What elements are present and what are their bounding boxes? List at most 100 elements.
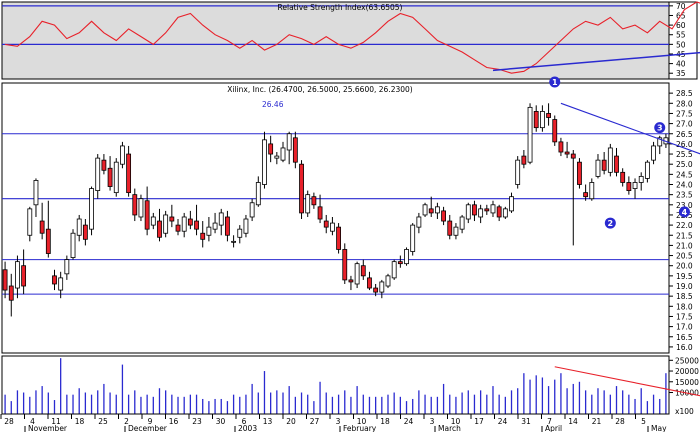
candle-body — [212, 222, 218, 230]
candle-body — [533, 111, 539, 129]
candle — [101, 154, 107, 175]
candle — [367, 271, 372, 291]
date-tick-label: 20 — [286, 417, 296, 426]
candle — [416, 212, 422, 234]
candle — [212, 212, 218, 234]
candle-body — [323, 220, 329, 228]
candle-body — [120, 145, 125, 165]
candle-body — [385, 275, 391, 287]
candle — [644, 160, 650, 183]
candle-body — [546, 113, 551, 118]
candle-body — [502, 208, 508, 218]
month-label: November — [28, 424, 68, 432]
candle-body — [225, 216, 230, 236]
date-tick-label: 3 — [430, 417, 435, 426]
candle — [583, 184, 589, 201]
candle-body — [181, 216, 187, 232]
price-panel — [1, 82, 670, 354]
candle-body — [144, 200, 150, 230]
candle — [15, 255, 20, 299]
candle-body — [187, 218, 193, 226]
candle — [577, 158, 582, 189]
candle-body — [583, 192, 589, 198]
candle-body — [305, 194, 311, 214]
candle — [132, 188, 138, 222]
candle — [360, 259, 366, 280]
date-tick-label: 28 — [4, 417, 14, 426]
candle — [447, 214, 453, 240]
date-tick-label: 10 — [357, 417, 367, 426]
price-tick-label: 26.5 — [676, 130, 693, 139]
candle-body — [472, 204, 477, 216]
candle-body — [243, 218, 249, 234]
candle — [564, 141, 570, 159]
candle-body — [397, 261, 403, 265]
price-tick-label: 16.5 — [676, 333, 693, 342]
candle — [305, 190, 311, 217]
candle — [237, 225, 243, 244]
candle-body — [484, 208, 490, 212]
price-tick-label: 26.0 — [676, 140, 693, 149]
candle-body — [268, 143, 274, 155]
candle-body — [262, 139, 267, 185]
date-tick-label: 23 — [192, 417, 202, 426]
candle-body — [280, 147, 286, 161]
candle-body — [175, 224, 181, 232]
date-tick-label: 9 — [148, 417, 153, 426]
candle-body — [391, 261, 397, 279]
candle — [434, 202, 440, 220]
candle — [397, 255, 403, 268]
candle — [292, 131, 298, 169]
candle — [342, 243, 348, 284]
candle — [601, 152, 607, 175]
candle — [626, 176, 632, 195]
candle-body — [101, 159, 107, 171]
candle — [336, 223, 341, 254]
candle-body — [416, 216, 422, 228]
volume-panel — [1, 355, 670, 415]
price-tick-label: 25.0 — [676, 160, 693, 169]
candle-body — [206, 226, 212, 236]
candle-body — [150, 216, 156, 226]
candle — [385, 273, 391, 289]
candle — [570, 149, 576, 246]
candle-body — [632, 182, 638, 189]
candle-body — [552, 119, 558, 143]
volume-tick-label: 25000 — [675, 356, 699, 365]
candle-body — [330, 222, 335, 232]
date-tick-label: 5 — [641, 417, 646, 426]
candle-body — [200, 232, 206, 240]
candle — [150, 212, 156, 230]
wave-label: 1 — [552, 78, 558, 87]
wave-marker — [604, 217, 616, 229]
date-tick-label: 18 — [75, 417, 85, 426]
rsi-panel — [1, 1, 670, 80]
price-tick-label: 23.0 — [676, 201, 693, 210]
candle-body — [64, 259, 70, 275]
month-label: December — [128, 424, 168, 432]
candle — [243, 214, 249, 238]
candle — [348, 275, 354, 291]
candle — [39, 202, 45, 240]
date-tick-label: 14 — [568, 417, 578, 426]
wave-label: 2 — [608, 219, 614, 228]
month-label: March — [438, 424, 461, 432]
candle — [255, 176, 261, 207]
candle-body — [342, 249, 348, 281]
candle — [286, 131, 292, 165]
candle — [620, 168, 626, 187]
candle-body — [354, 263, 360, 285]
candle-body — [367, 277, 372, 289]
candle — [2, 261, 8, 299]
price-tick-label: 19.0 — [676, 282, 693, 291]
candle-body — [360, 265, 366, 277]
date-tick-label: 28 — [615, 417, 625, 426]
candle — [472, 200, 477, 222]
wave-label: 4 — [682, 208, 688, 217]
month-label: April — [545, 424, 562, 432]
candle — [428, 196, 434, 217]
candle-body — [441, 210, 446, 222]
candle — [502, 206, 508, 220]
candle — [218, 208, 224, 236]
candle-body — [644, 161, 650, 179]
